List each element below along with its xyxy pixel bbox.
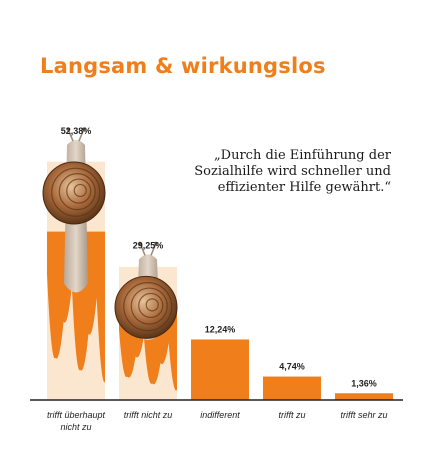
value-label-0: 52,38%: [61, 126, 92, 136]
value-label-4: 1,36%: [351, 378, 377, 388]
category-label-3: trifft zu: [278, 410, 305, 420]
value-label-2: 12,24%: [205, 324, 236, 334]
category-label-4: trifft sehr zu: [340, 410, 387, 420]
bar-3: [263, 376, 321, 400]
quote-text: „Durch die Einführung der Sozialhilfe wi…: [194, 148, 391, 195]
bar-snail-1: [114, 241, 178, 400]
category-label-0: trifft überhaupt nicht zu: [47, 410, 106, 432]
bar-snail-0: [42, 127, 106, 400]
value-label-1: 29,25%: [133, 240, 164, 250]
chart-title: Langsam & wirkungslos: [40, 54, 326, 78]
value-label-3: 4,74%: [279, 362, 305, 372]
bar-2: [191, 339, 249, 400]
category-label-1: trifft nicht zu: [124, 410, 173, 420]
bar-4: [335, 393, 393, 400]
category-label-2: indifferent: [200, 410, 240, 420]
